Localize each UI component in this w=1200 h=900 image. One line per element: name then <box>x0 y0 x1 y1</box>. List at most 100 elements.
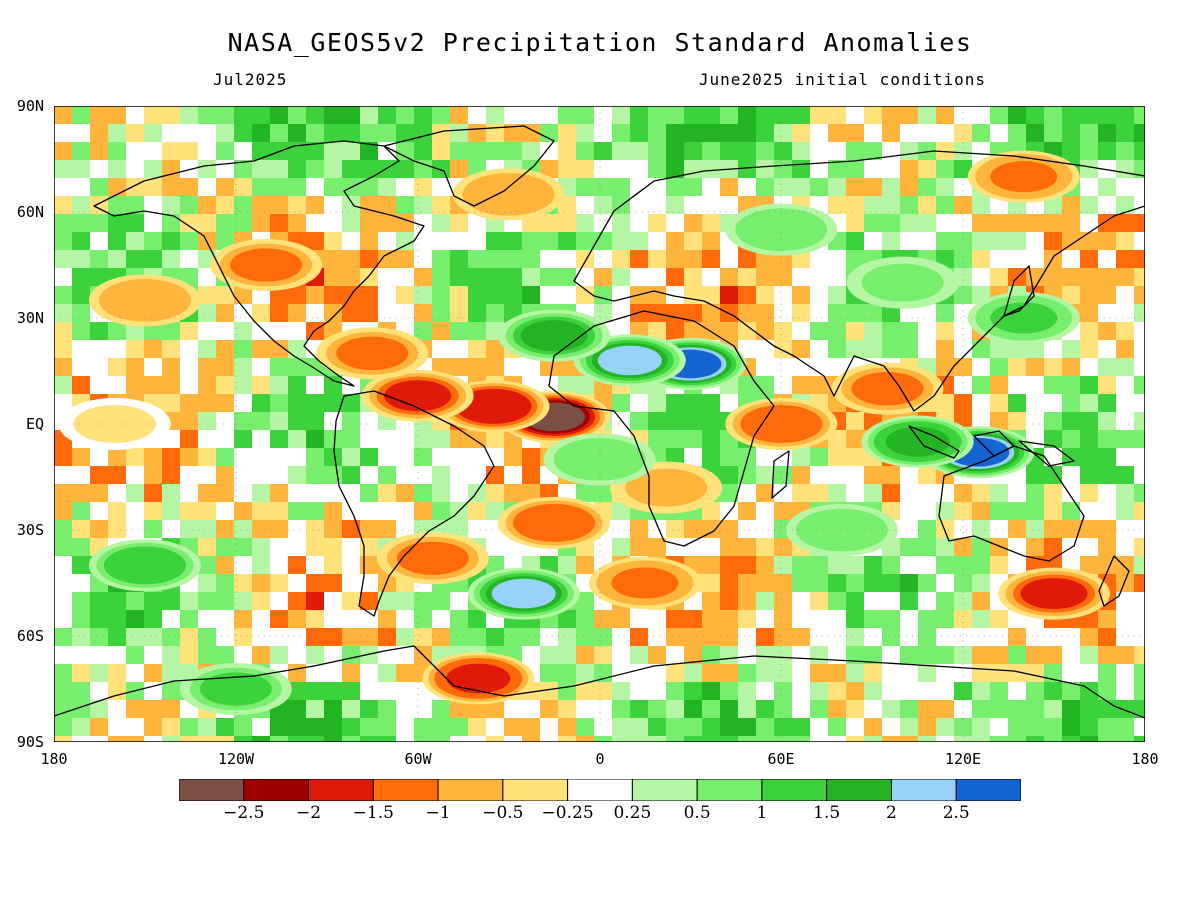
field-cell <box>486 430 505 449</box>
field-cell <box>360 178 379 197</box>
field-cell <box>900 232 919 251</box>
field-cell <box>972 196 991 215</box>
field-cell <box>990 520 1009 539</box>
field-cell <box>90 214 109 233</box>
field-cell <box>540 250 559 269</box>
field-cell <box>234 304 253 323</box>
field-cell <box>702 106 721 125</box>
field-cell <box>468 340 487 359</box>
field-cell <box>810 736 829 742</box>
field-cell <box>468 214 487 233</box>
field-cell <box>324 250 343 269</box>
field-cell <box>918 700 937 719</box>
field-cell <box>360 556 379 575</box>
field-cell <box>666 304 685 323</box>
field-cell <box>90 736 109 742</box>
field-cell <box>828 106 847 125</box>
field-cell <box>198 646 217 665</box>
field-cell <box>1116 574 1135 593</box>
field-cell <box>144 214 163 233</box>
field-cell <box>990 340 1009 359</box>
field-cell <box>702 124 721 143</box>
field-cell <box>576 700 595 719</box>
field-cell <box>954 322 973 341</box>
field-cell <box>1008 484 1027 503</box>
field-cell <box>630 196 649 215</box>
field-cell <box>504 700 523 719</box>
field-cell <box>1134 718 1145 737</box>
field-cell <box>738 538 757 557</box>
field-cell <box>468 484 487 503</box>
anomaly-feature <box>467 567 580 620</box>
field-cell <box>1026 718 1045 737</box>
field-cell <box>864 718 883 737</box>
field-cell <box>342 304 361 323</box>
field-cell <box>378 592 397 611</box>
field-cell <box>414 718 433 737</box>
field-cell <box>414 214 433 233</box>
field-cell <box>1026 358 1045 377</box>
field-cell <box>90 106 109 125</box>
field-cell <box>396 160 415 179</box>
field-cell <box>720 268 739 287</box>
field-cell <box>360 286 379 305</box>
field-cell <box>450 592 469 611</box>
field-cell <box>342 628 361 647</box>
field-cell <box>666 322 685 341</box>
field-cell <box>144 502 163 521</box>
field-cell <box>90 340 109 359</box>
field-cell <box>342 538 361 557</box>
field-cell <box>612 250 631 269</box>
field-cell <box>1062 466 1081 485</box>
field-cell <box>126 160 145 179</box>
field-cell <box>972 574 991 593</box>
field-cell <box>882 340 901 359</box>
field-cell <box>108 232 127 251</box>
field-cell <box>486 448 505 467</box>
field-cell <box>792 268 811 287</box>
field-cell <box>450 520 469 539</box>
field-cell <box>792 448 811 467</box>
field-cell <box>990 502 1009 521</box>
field-cell <box>738 592 757 611</box>
field-cell <box>54 736 73 742</box>
field-cell <box>594 718 613 737</box>
field-cell <box>180 322 199 341</box>
lat-tick-label: 90S <box>16 733 44 751</box>
field-cell <box>360 142 379 161</box>
field-cell <box>216 358 235 377</box>
field-cell <box>558 556 577 575</box>
field-cell <box>144 250 163 269</box>
field-cell <box>810 646 829 665</box>
field-cell <box>234 142 253 161</box>
field-cell <box>738 286 757 305</box>
field-cell <box>432 736 451 742</box>
field-cell <box>54 520 73 539</box>
field-cell <box>126 682 145 701</box>
field-cell <box>234 160 253 179</box>
field-cell <box>846 430 865 449</box>
field-cell <box>810 448 829 467</box>
field-cell <box>288 484 307 503</box>
field-cell <box>702 700 721 719</box>
field-cell <box>990 682 1009 701</box>
field-cell <box>990 736 1009 742</box>
field-cell <box>846 700 865 719</box>
field-cell <box>432 142 451 161</box>
field-cell <box>936 574 955 593</box>
field-cell <box>504 286 523 305</box>
field-cell <box>252 124 271 143</box>
field-cell <box>612 304 631 323</box>
field-cell <box>648 286 667 305</box>
field-cell <box>774 106 793 125</box>
field-cell <box>1026 664 1045 683</box>
field-cell <box>1116 232 1135 251</box>
field-cell <box>1044 484 1063 503</box>
field-cell <box>72 736 91 742</box>
field-cell <box>54 502 73 521</box>
field-cell <box>756 268 775 287</box>
field-cell <box>522 286 541 305</box>
field-cell <box>306 160 325 179</box>
field-cell <box>450 466 469 485</box>
field-cell <box>198 502 217 521</box>
